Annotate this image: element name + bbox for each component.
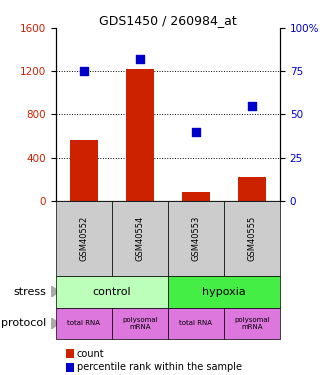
Text: GSM40553: GSM40553 [191,215,201,261]
Point [250,103,255,109]
Point [138,56,143,62]
Text: stress: stress [13,286,46,297]
Text: GSM40552: GSM40552 [79,216,89,261]
Text: control: control [93,286,131,297]
Text: count: count [77,349,104,358]
Point [194,129,199,135]
Text: GSM40555: GSM40555 [247,216,257,261]
Text: total RNA: total RNA [68,320,100,326]
Text: total RNA: total RNA [180,320,212,326]
Bar [126,69,154,201]
Text: polysomal
mRNA: polysomal mRNA [234,317,270,330]
Bar [182,192,210,201]
Text: percentile rank within the sample: percentile rank within the sample [77,363,242,372]
Text: hypoxia: hypoxia [202,286,246,297]
Text: polysomal
mRNA: polysomal mRNA [122,317,158,330]
Bar [238,177,266,201]
Title: GDS1450 / 260984_at: GDS1450 / 260984_at [99,14,237,27]
Polygon shape [51,286,59,297]
Polygon shape [51,318,59,329]
Bar [70,140,98,201]
Point [82,68,87,74]
Text: GSM40554: GSM40554 [135,216,145,261]
Text: protocol: protocol [1,318,46,328]
